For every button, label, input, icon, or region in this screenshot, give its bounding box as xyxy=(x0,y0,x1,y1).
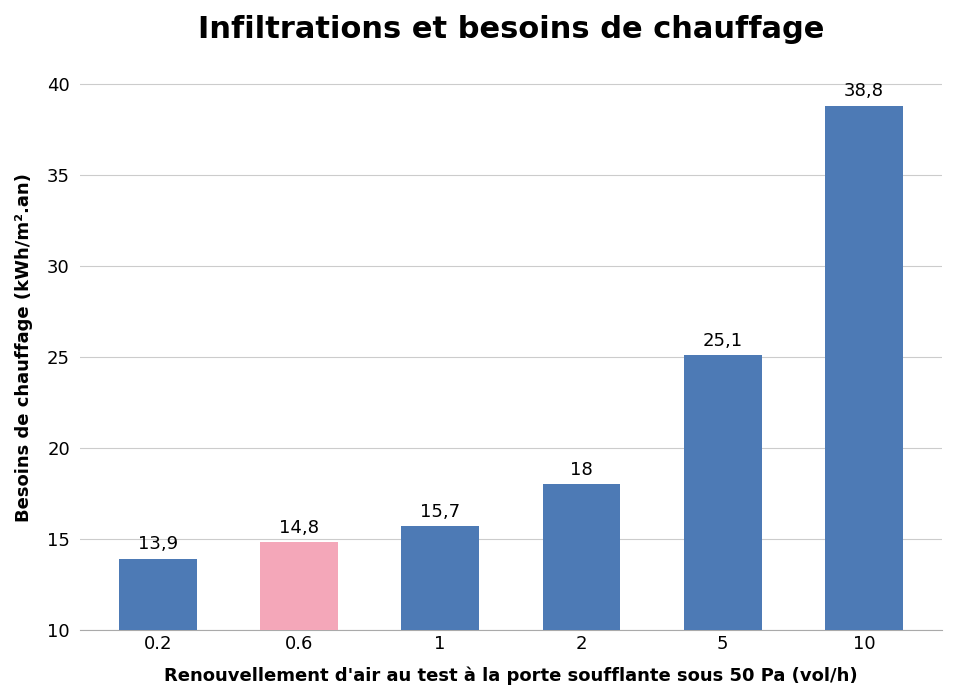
Bar xyxy=(684,355,762,630)
Bar xyxy=(825,106,902,630)
Bar xyxy=(543,484,620,630)
Text: 18: 18 xyxy=(570,461,592,479)
X-axis label: Renouvellement d'air au test à la porte soufflante sous 50 Pa (vol/h): Renouvellement d'air au test à la porte … xyxy=(164,666,857,685)
Bar xyxy=(401,526,479,630)
Bar xyxy=(119,559,196,630)
Title: Infiltrations et besoins de chauffage: Infiltrations et besoins de chauffage xyxy=(197,15,824,44)
Text: 38,8: 38,8 xyxy=(844,83,884,100)
Text: 14,8: 14,8 xyxy=(278,519,319,537)
Text: 15,7: 15,7 xyxy=(420,503,460,521)
Y-axis label: Besoins de chauffage (kWh/m².an): Besoins de chauffage (kWh/m².an) xyxy=(15,174,33,522)
Text: 25,1: 25,1 xyxy=(702,332,743,349)
Text: 13,9: 13,9 xyxy=(138,536,178,553)
Bar xyxy=(260,542,338,630)
